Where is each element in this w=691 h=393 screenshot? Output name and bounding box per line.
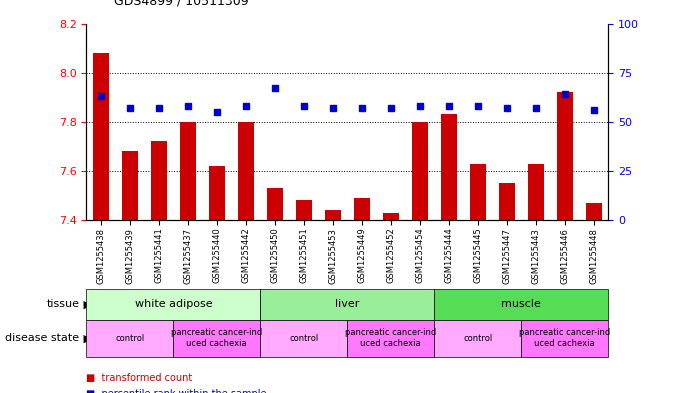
Text: ▶: ▶ <box>80 299 92 309</box>
Text: liver: liver <box>335 299 359 309</box>
Text: control: control <box>463 334 492 343</box>
Bar <box>585 203 602 220</box>
Bar <box>557 92 573 220</box>
Text: ■  transformed count: ■ transformed count <box>86 373 193 384</box>
Text: pancreatic cancer-ind
uced cachexia: pancreatic cancer-ind uced cachexia <box>345 329 436 348</box>
Text: disease state: disease state <box>6 333 79 343</box>
Bar <box>122 151 138 220</box>
Text: ▶: ▶ <box>80 333 92 343</box>
Bar <box>354 198 370 220</box>
Bar <box>180 122 196 220</box>
Bar <box>238 122 254 220</box>
Bar <box>325 210 341 220</box>
Bar <box>267 188 283 220</box>
Bar <box>151 141 167 220</box>
Bar <box>383 213 399 220</box>
Text: tissue: tissue <box>46 299 79 309</box>
Bar <box>470 163 486 220</box>
Text: muscle: muscle <box>501 299 541 309</box>
Text: white adipose: white adipose <box>135 299 212 309</box>
Text: GDS4899 / 10511309: GDS4899 / 10511309 <box>114 0 249 8</box>
Text: pancreatic cancer-ind
uced cachexia: pancreatic cancer-ind uced cachexia <box>171 329 263 348</box>
Bar <box>296 200 312 220</box>
Text: ■  percentile rank within the sample: ■ percentile rank within the sample <box>86 389 267 393</box>
Bar <box>499 183 515 220</box>
Text: control: control <box>115 334 144 343</box>
Bar <box>441 114 457 220</box>
Bar <box>412 122 428 220</box>
Bar <box>528 163 544 220</box>
Bar <box>209 166 225 220</box>
Bar <box>93 53 109 220</box>
Text: pancreatic cancer-ind
uced cachexia: pancreatic cancer-ind uced cachexia <box>519 329 610 348</box>
Text: control: control <box>289 334 319 343</box>
